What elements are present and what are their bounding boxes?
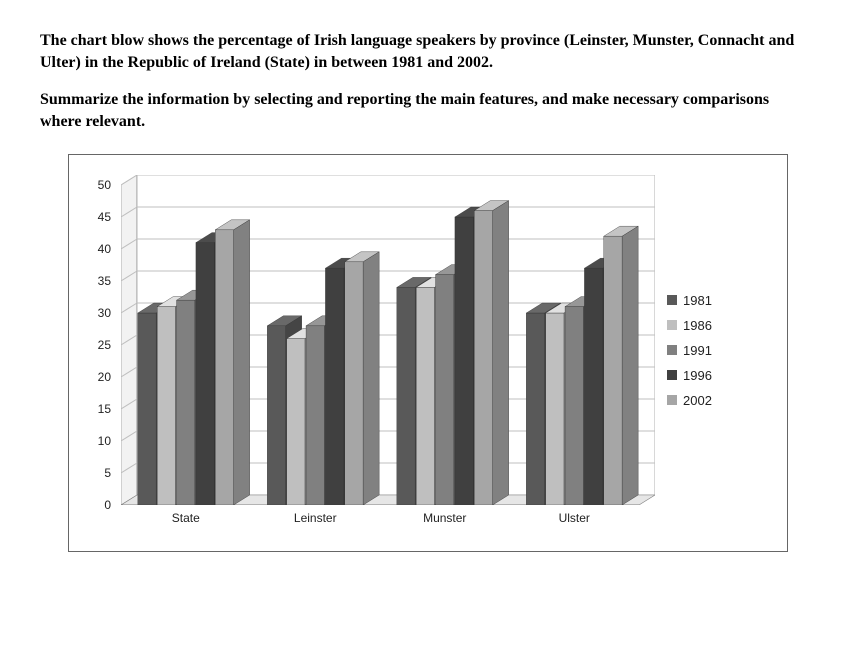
legend-label: 2002 — [683, 393, 712, 408]
legend-item: 1981 — [667, 293, 767, 308]
bar — [267, 326, 285, 505]
y-tick-label: 0 — [104, 498, 111, 512]
bar — [604, 237, 622, 506]
x-category-label: State — [172, 511, 200, 525]
x-category-label: Leinster — [294, 511, 337, 525]
prompt-paragraph-1: The chart blow shows the percentage of I… — [40, 30, 807, 73]
y-tick-label: 45 — [98, 210, 111, 224]
bar — [196, 243, 214, 505]
y-tick-label: 25 — [98, 338, 111, 352]
y-tick-label: 30 — [98, 306, 111, 320]
prompt-paragraph-2: Summarize the information by selecting a… — [40, 89, 807, 132]
legend-swatch — [667, 370, 677, 380]
legend-label: 1986 — [683, 318, 712, 333]
legend-label: 1981 — [683, 293, 712, 308]
chart-plot: 0 5 10 15 20 25 30 35 40 45 50 State Leinster Munste… — [81, 165, 661, 535]
y-tick-label: 50 — [98, 178, 111, 192]
bar — [138, 313, 156, 505]
x-category-label: Munster — [423, 511, 466, 525]
legend-swatch — [667, 395, 677, 405]
bar — [306, 326, 324, 505]
bar — [526, 313, 544, 505]
x-category-label: Ulster — [559, 511, 590, 525]
y-tick-label: 15 — [98, 402, 111, 416]
bar — [436, 275, 454, 505]
legend-swatch — [667, 295, 677, 305]
legend-label: 1996 — [683, 368, 712, 383]
legend-swatch — [667, 320, 677, 330]
bar — [584, 269, 602, 506]
bar — [397, 288, 415, 506]
legend-item: 2002 — [667, 393, 767, 408]
y-tick-label: 5 — [104, 466, 111, 480]
prompt-block: The chart blow shows the percentage of I… — [40, 30, 807, 132]
y-tick-label: 10 — [98, 434, 111, 448]
bar — [345, 262, 363, 505]
bar — [565, 307, 583, 505]
bar — [177, 301, 195, 506]
y-tick-label: 40 — [98, 242, 111, 256]
chart-legend: 1981 1986 1991 1996 2002 — [667, 165, 767, 535]
bar — [546, 313, 564, 505]
bar — [474, 211, 492, 505]
legend-swatch — [667, 345, 677, 355]
bar — [215, 230, 233, 505]
chart-container: 0 5 10 15 20 25 30 35 40 45 50 State Leinster Munste… — [68, 154, 788, 552]
bar — [287, 339, 305, 505]
legend-label: 1991 — [683, 343, 712, 358]
y-tick-label: 35 — [98, 274, 111, 288]
legend-item: 1986 — [667, 318, 767, 333]
bar — [157, 307, 175, 505]
bar — [455, 217, 473, 505]
bar — [325, 269, 343, 506]
legend-item: 1996 — [667, 368, 767, 383]
y-tick-label: 20 — [98, 370, 111, 384]
legend-item: 1991 — [667, 343, 767, 358]
bar — [416, 288, 434, 506]
